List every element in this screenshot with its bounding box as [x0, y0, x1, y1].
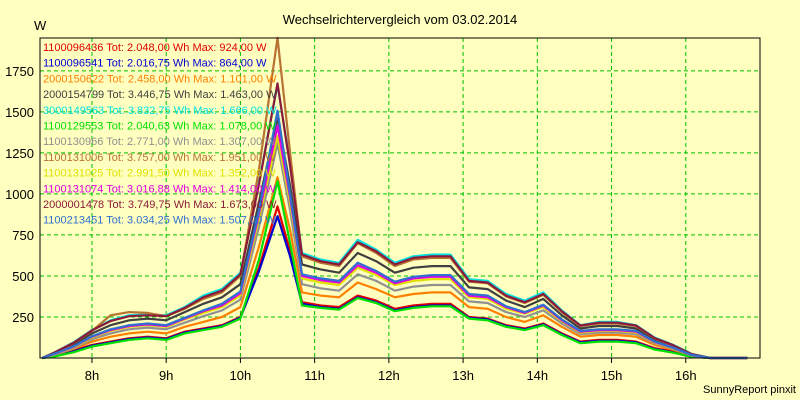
legend-value: 3.749,75: [128, 199, 171, 211]
legend-value: 2.040,63: [127, 121, 170, 133]
legend-entry-2000150622: 2000150622 Tot: 2.458,00 Wh Max: 1.101,0…: [43, 73, 277, 85]
x-tick-label: 11h: [304, 368, 325, 383]
legend-value: 3.832,75: [128, 105, 171, 117]
legend-value: 2.048,00: [127, 42, 170, 54]
legend-value: 1.463,00: [220, 89, 263, 101]
legend-value: 864,00: [219, 58, 253, 70]
legend-entry-1100213451: 1100213451 Tot: 3.034,25 Wh Max: 1.507,0…: [43, 215, 276, 227]
legend-entry-1100096436: 1100096436 Tot: 2.048,00 Wh Max: 924,00 …: [43, 42, 267, 54]
y-axis-label: W: [34, 18, 47, 33]
series-line-2000150622: [41, 176, 748, 360]
legend-value: 1100096436: [43, 42, 103, 54]
legend-value: 1.951,00: [219, 152, 262, 164]
legend-entry-1100131025: 1100131025 Tot: 2.991,50 Wh Max: 1.352,0…: [43, 168, 276, 180]
legend-value: 3.034,25: [127, 215, 170, 227]
legend-value: 3.016,88: [127, 183, 170, 195]
series-line-2000154799: [41, 116, 748, 360]
y-tick-label: 1000: [5, 187, 34, 202]
y-tick-label: 750: [12, 228, 34, 243]
x-tick-label: 10h: [230, 368, 252, 383]
legend-value: 2000154799: [43, 89, 104, 101]
series-line-1100213451: [41, 109, 748, 360]
y-tick-label: 1500: [5, 105, 34, 120]
footer-credit: SunnyReport pinxit: [703, 384, 796, 396]
legend-value: 2.991,50: [127, 168, 170, 180]
legend-value: 1100131025: [43, 168, 103, 180]
legend-value: 924,00: [219, 42, 253, 54]
x-tick-label: 13h: [452, 368, 474, 383]
series-line-1100130966: [41, 142, 748, 360]
legend-value: 3.446,75: [128, 89, 171, 101]
legend-value: 2000150622: [43, 73, 104, 85]
legend-value: 1100096541: [43, 58, 103, 70]
y-tick-label: 500: [12, 269, 34, 284]
x-tick-label: 9h: [159, 368, 173, 383]
x-axis-ticks: 8h 9h 10h 11h 12h 13h 14h 15h 16h: [85, 358, 697, 383]
legend-value: 1100130966: [43, 136, 103, 148]
legend-value: 1100131074: [43, 183, 103, 195]
legend-value: 2.458,00: [128, 73, 171, 85]
legend-entry-1100130966: 1100130966 Tot: 2.771,00 Wh Max: 1.307,0…: [43, 136, 276, 148]
legend-value: 3000149563: [43, 105, 104, 117]
y-tick-label: 1750: [5, 64, 34, 79]
legend-value: 1.352,00: [219, 168, 262, 180]
legend-value: 1.507,00: [219, 215, 262, 227]
legend-value: 1.078,00: [219, 121, 262, 133]
legend-value: 1.414,00: [219, 183, 262, 195]
series-line-1100129553: [42, 180, 748, 360]
y-tick-label: 250: [12, 310, 34, 325]
x-tick-label: 15h: [601, 368, 623, 383]
y-axis-ticks: 250 500 750 1000 1250 1500 1750: [5, 64, 34, 325]
legend-entry-1100131006: 1100131006 Tot: 3.757,00 Wh Max: 1.951,0…: [43, 152, 276, 164]
series-line-2000001478: [41, 82, 748, 360]
x-tick-label: 16h: [675, 368, 697, 383]
legend-entry-1100096541: 1100096541 Tot: 2.016,75 Wh Max: 864,00 …: [43, 58, 267, 70]
legend-entry-1100129553: 1100129553 Tot: 2.040,63 Wh Max: 1.078,0…: [43, 121, 276, 133]
plot-area: [39, 37, 761, 359]
legend-value: 2000001478: [43, 199, 104, 211]
legend-value: 2.771,00: [127, 136, 170, 148]
legend: 1100096436 Tot: 2.048,00 Wh Max: 924,00 …: [43, 42, 277, 227]
legend-entry-1100131074: 1100131074 Tot: 3.016,88 Wh Max: 1.414,0…: [43, 183, 276, 195]
legend-entry-2000001478: 2000001478 Tot: 3.749,75 Wh Max: 1.673,0…: [43, 199, 277, 211]
legend-value: 1.666,00: [220, 105, 263, 117]
y-tick-label: 1250: [5, 146, 34, 161]
x-tick-label: 8h: [85, 368, 99, 383]
chart-title: Wechselrichtervergleich vom 03.02.2014: [283, 12, 518, 27]
legend-value: 1100131006: [43, 152, 103, 164]
legend-value: 1.101,00: [220, 73, 263, 85]
legend-entry-2000154799: 2000154799 Tot: 3.446,75 Wh Max: 1.463,0…: [43, 89, 277, 101]
x-tick-label: 14h: [526, 368, 548, 383]
legend-entry-3000149563: 3000149563 Tot: 3.832,75 Wh Max: 1.666,0…: [43, 105, 277, 117]
legend-value: 1.307,00: [219, 136, 262, 148]
legend-value: 1100213451: [43, 215, 103, 227]
series-lines: [41, 36, 748, 360]
legend-value: 3.757,00: [127, 152, 170, 164]
x-tick-label: 12h: [378, 368, 400, 383]
legend-value: 1100129553: [43, 121, 103, 133]
legend-value: 1.673,00: [220, 199, 263, 211]
legend-value: 2.016,75: [127, 58, 170, 70]
